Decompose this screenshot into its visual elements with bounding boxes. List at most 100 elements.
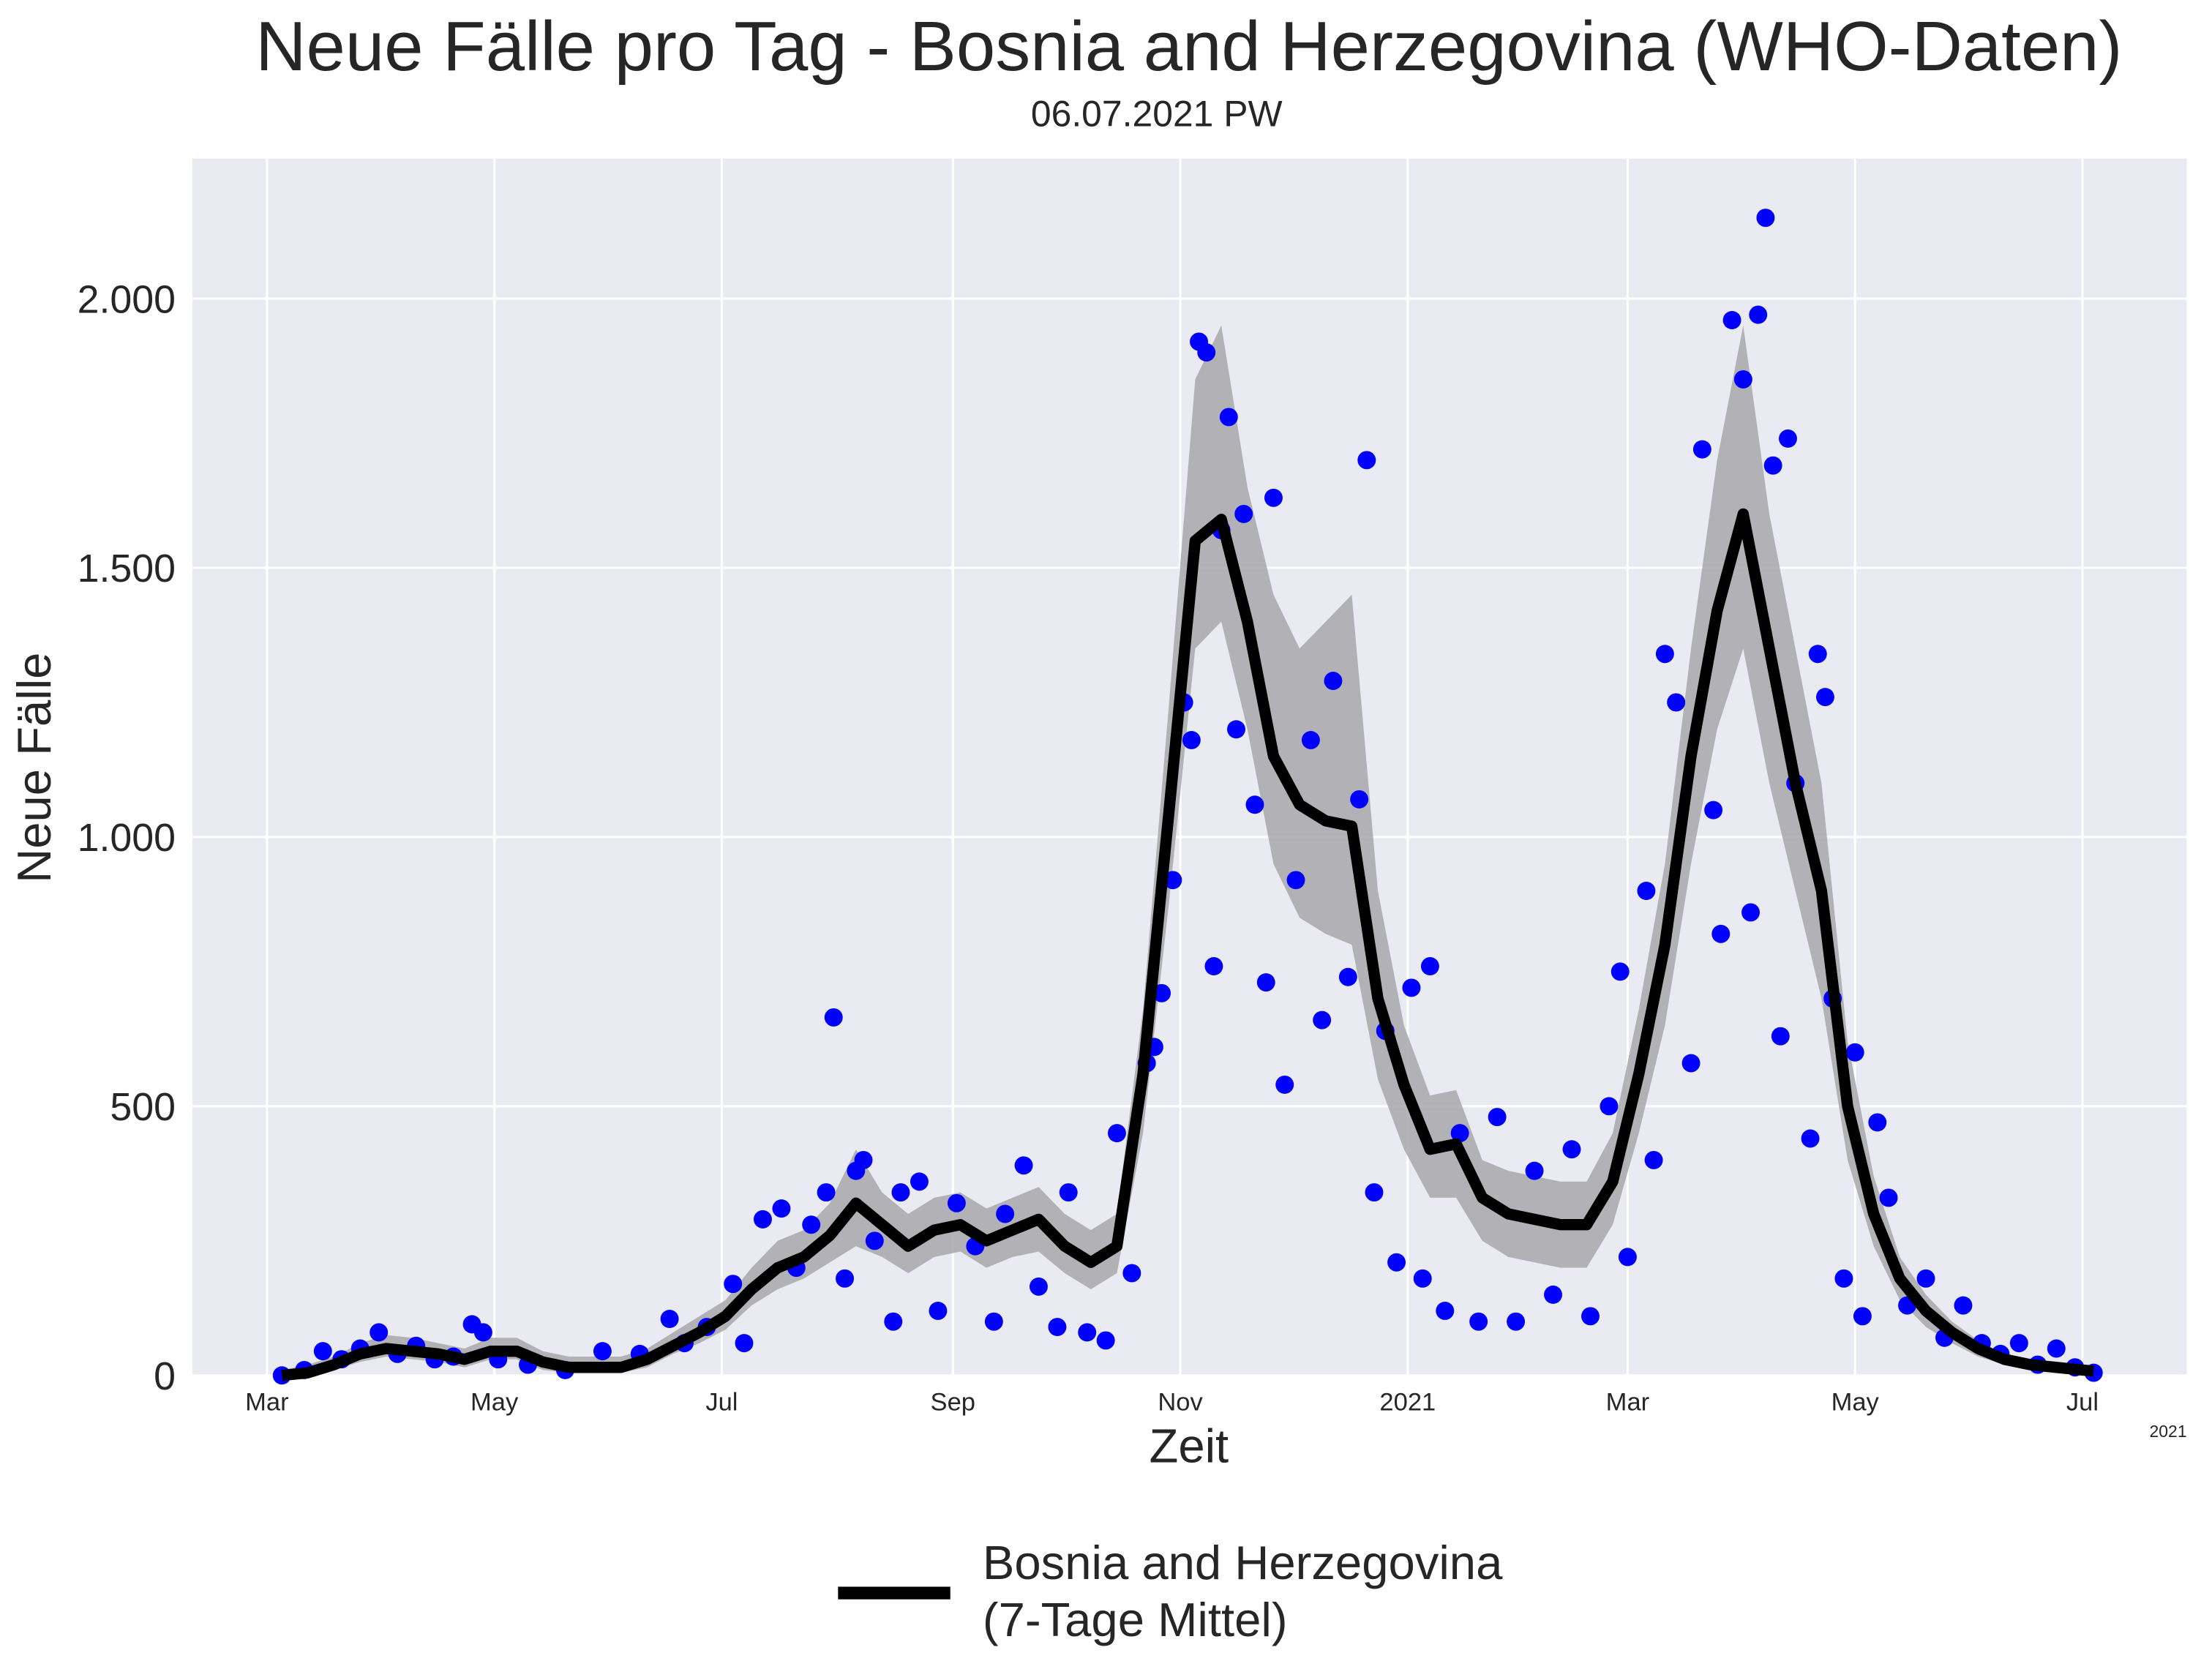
daily-point	[1733, 370, 1752, 389]
y-tick-label: 500	[110, 1085, 176, 1129]
daily-point	[313, 1342, 332, 1361]
legend-label: Bosnia and Herzegovina (7-Tage Mittel)	[983, 1536, 1503, 1646]
daily-point	[753, 1210, 772, 1229]
daily-point	[854, 1150, 873, 1169]
x-tick-label: Jul	[2066, 1389, 2099, 1417]
confidence-band	[282, 325, 2094, 1376]
daily-point	[1204, 957, 1223, 975]
daily-point	[1420, 957, 1439, 975]
daily-point	[836, 1269, 855, 1288]
daily-point	[1402, 978, 1421, 997]
daily-point	[1845, 1043, 1864, 1062]
daily-point	[660, 1310, 679, 1328]
daily-point	[1722, 311, 1741, 329]
daily-point	[1763, 456, 1782, 475]
daily-point	[1954, 1296, 1973, 1315]
daily-point	[824, 1008, 843, 1027]
daily-point	[1197, 343, 1216, 362]
daily-point	[1525, 1161, 1544, 1180]
x-tick-label: 2021	[1379, 1389, 1436, 1417]
x-tick-label: May	[470, 1389, 519, 1417]
daily-point	[1741, 903, 1761, 922]
y-tick-label: 1.500	[78, 547, 176, 590]
daily-point	[996, 1204, 1015, 1223]
daily-point	[1029, 1277, 1048, 1296]
daily-point	[1286, 871, 1305, 890]
y-tick-label: 1.000	[78, 816, 176, 860]
chart-subtitle: 06.07.2021 PW	[1031, 94, 1283, 135]
daily-point	[1868, 1113, 1887, 1132]
daily-point	[910, 1172, 929, 1191]
x-tick-label: Mar	[245, 1389, 288, 1417]
daily-point	[1387, 1253, 1406, 1272]
daily-point	[1275, 1075, 1294, 1094]
daily-point	[929, 1301, 948, 1320]
daily-point	[772, 1199, 791, 1218]
daily-point	[2009, 1334, 2028, 1353]
daily-point	[1655, 645, 1674, 664]
daily-point	[1562, 1140, 1581, 1159]
daily-point	[1600, 1097, 1619, 1116]
x-tick-label: Sep	[931, 1389, 975, 1417]
daily-point	[817, 1183, 836, 1202]
x-tick-label: Nov	[1158, 1389, 1203, 1417]
daily-point	[1667, 693, 1686, 712]
daily-point	[1219, 408, 1238, 427]
x-axis-label: Zeit	[1149, 1420, 1229, 1473]
y-axis-label: Neue Fälle	[7, 653, 61, 883]
daily-point	[1771, 1027, 1790, 1046]
daily-point	[1853, 1307, 1872, 1326]
daily-point	[1264, 488, 1283, 507]
daily-point	[735, 1334, 754, 1353]
daily-point	[1756, 209, 1775, 228]
daily-point	[1234, 504, 1253, 523]
daily-point	[1357, 451, 1376, 470]
daily-point	[1779, 429, 1797, 448]
daily-point	[1637, 882, 1656, 900]
daily-point	[1581, 1307, 1600, 1326]
daily-point	[1078, 1323, 1097, 1342]
daily-point	[1107, 1124, 1126, 1143]
daily-point	[1808, 645, 1827, 664]
daily-point	[1469, 1312, 1488, 1331]
daily-point	[1450, 1124, 1469, 1143]
daily-point	[1879, 1188, 1898, 1207]
daily-point	[1507, 1312, 1526, 1331]
daily-point	[1801, 1129, 1820, 1148]
mean-line	[281, 508, 2095, 1381]
daily-point	[1122, 1264, 1141, 1283]
daily-point	[1365, 1183, 1384, 1202]
daily-point	[1618, 1248, 1637, 1267]
y-tick-label: 2.000	[78, 277, 176, 321]
chart-title: Neue Fälle pro Tag - Bosnia and Herzegov…	[255, 7, 2122, 86]
daily-point	[1096, 1331, 1115, 1350]
daily-point	[1338, 967, 1357, 986]
daily-point	[947, 1193, 966, 1212]
x-tick-label: Mar	[1606, 1389, 1649, 1417]
daily-point	[1681, 1054, 1701, 1073]
daily-point	[1704, 800, 1723, 820]
daily-point	[865, 1231, 884, 1250]
x-offset-label: 2021	[2149, 1422, 2186, 1441]
daily-point	[473, 1323, 492, 1342]
daily-point	[1916, 1269, 1935, 1288]
daily-point	[1644, 1150, 1663, 1169]
daily-point	[1324, 672, 1343, 690]
daily-point	[724, 1275, 743, 1294]
daily-point	[1436, 1301, 1455, 1320]
daily-point	[1711, 924, 1731, 943]
daily-point	[802, 1215, 821, 1234]
daily-point	[1413, 1269, 1432, 1288]
daily-point	[1256, 973, 1275, 992]
daily-point	[984, 1312, 1003, 1331]
daily-point	[1048, 1318, 1067, 1337]
daily-point	[891, 1183, 910, 1202]
daily-point	[1059, 1183, 1078, 1202]
daily-point	[1182, 730, 1201, 749]
daily-point	[2047, 1339, 2066, 1358]
daily-point	[1692, 440, 1711, 459]
daily-point	[1245, 795, 1264, 814]
daily-point	[593, 1342, 612, 1361]
daily-point	[1014, 1156, 1033, 1175]
